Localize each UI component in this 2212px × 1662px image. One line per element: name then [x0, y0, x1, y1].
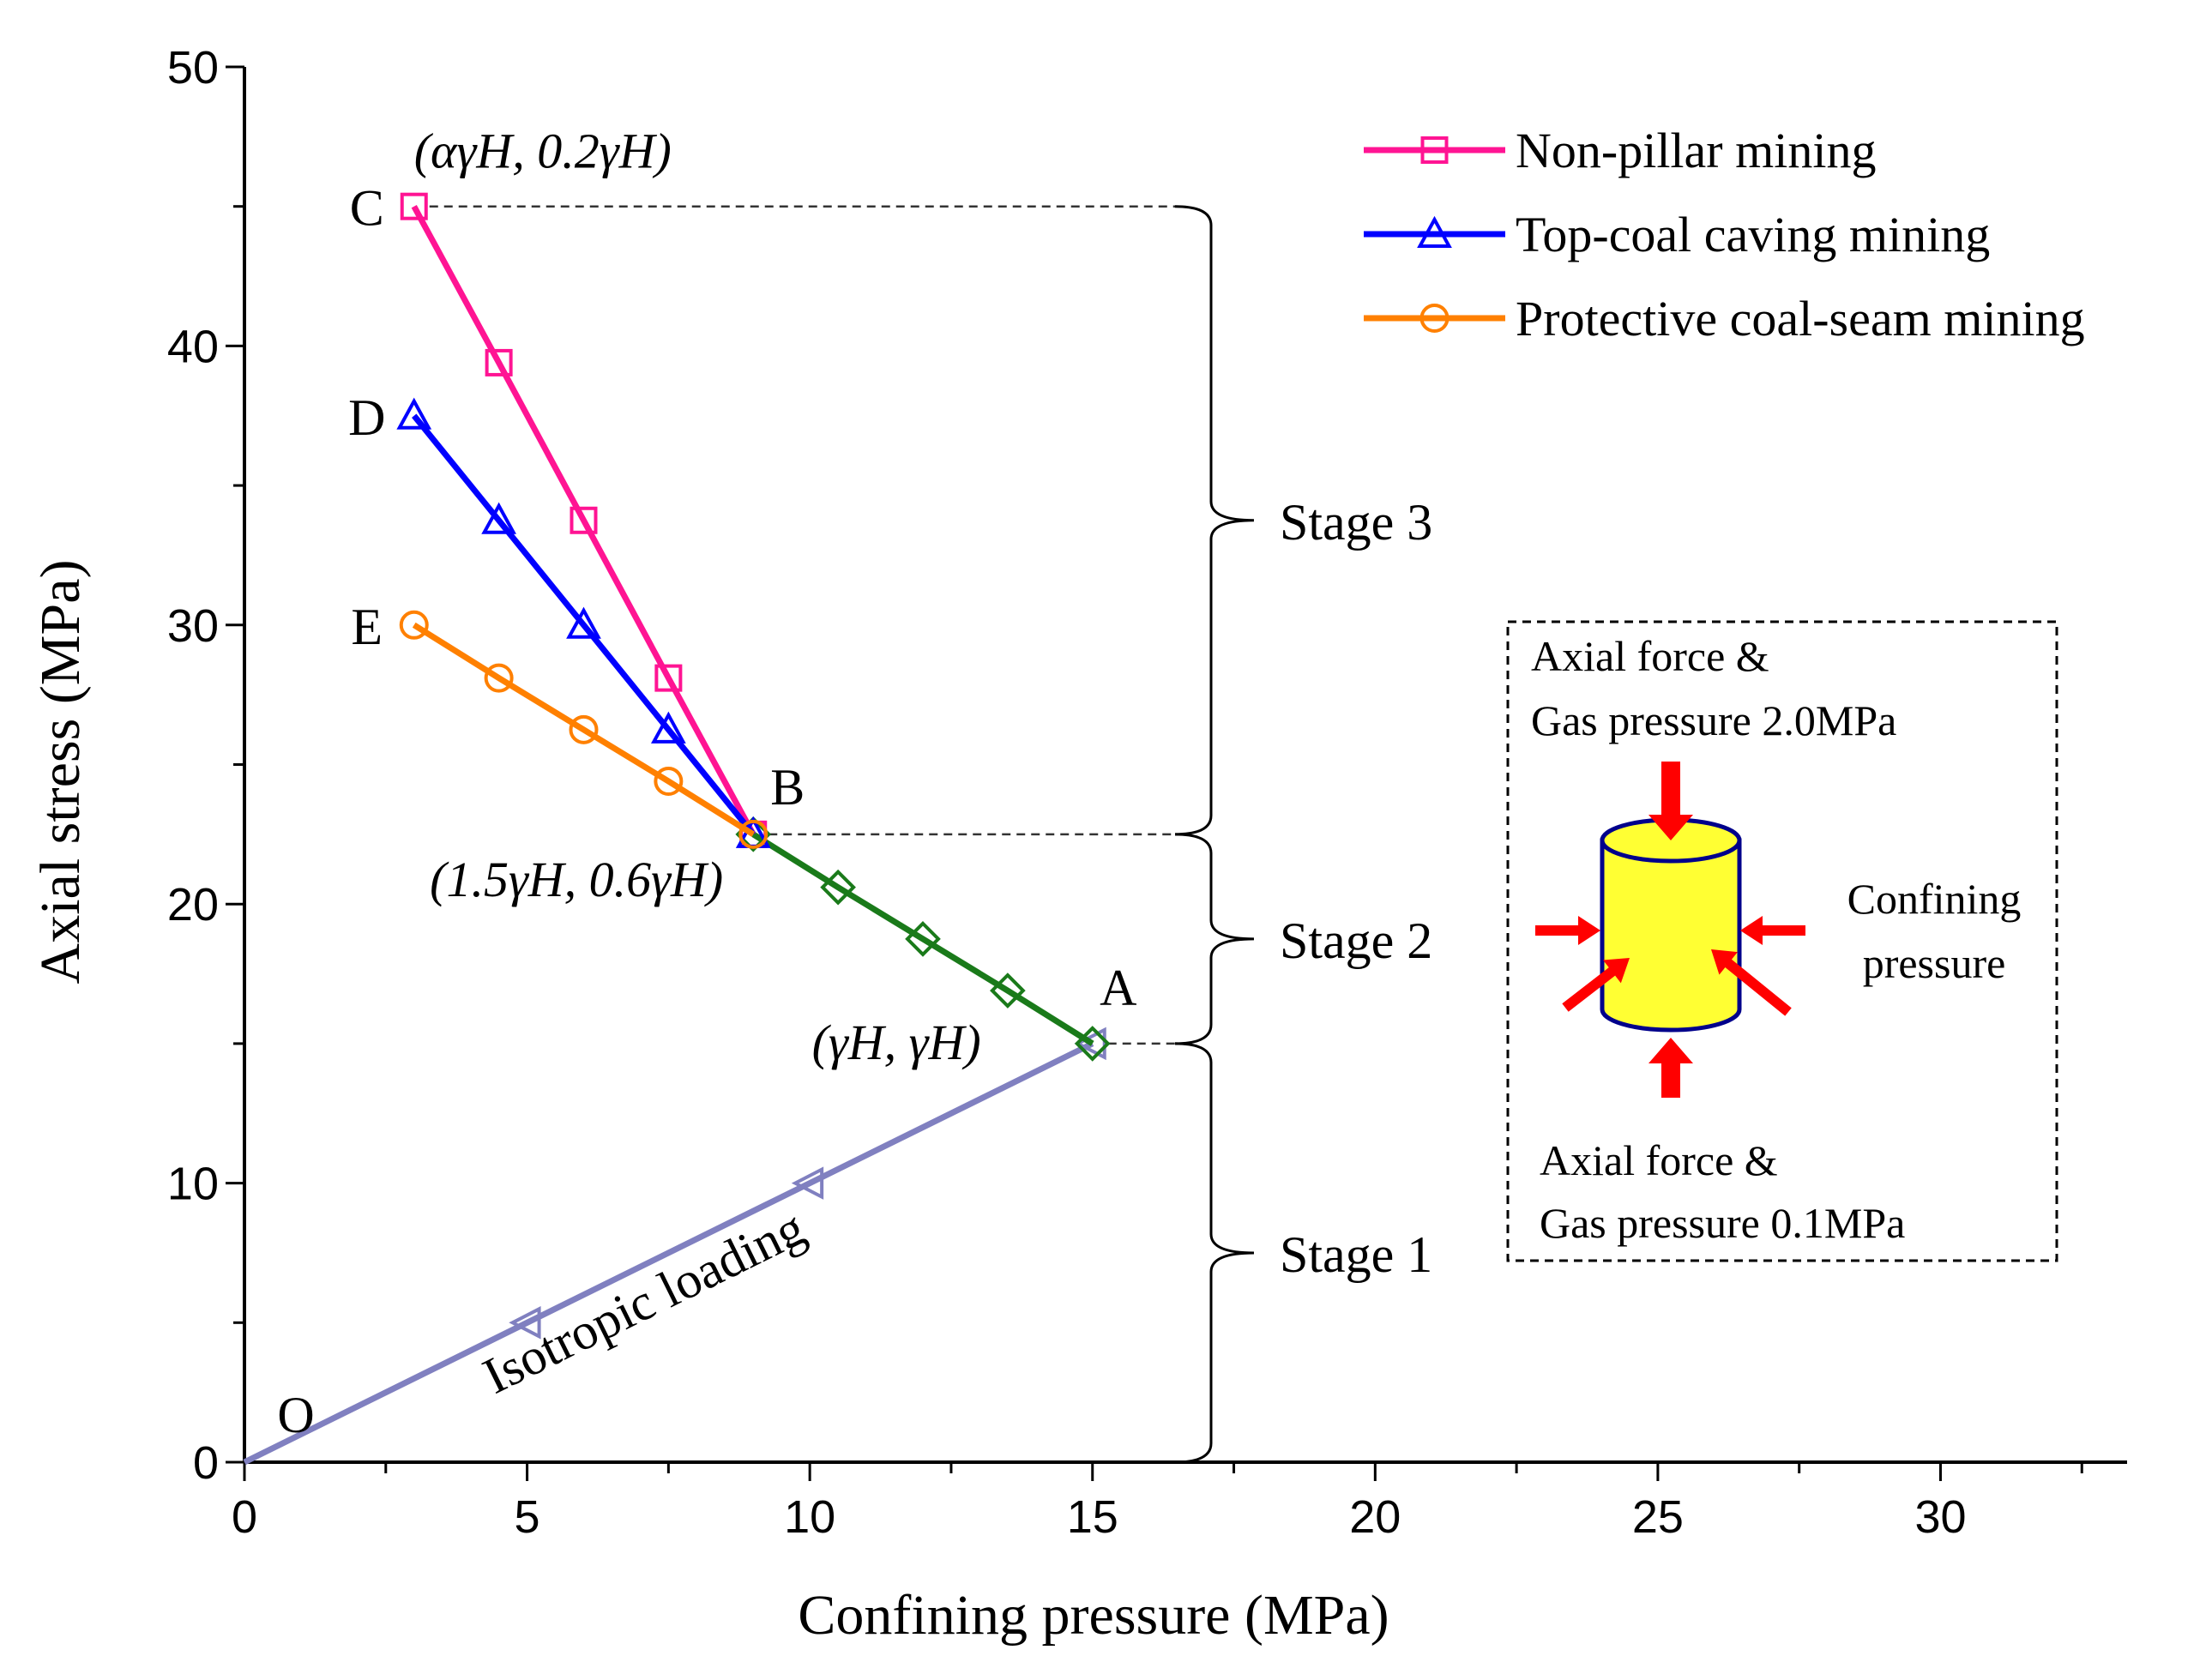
y-tick-label: 40 — [167, 321, 219, 372]
point-label-C: C — [350, 180, 384, 237]
y-tick-label: 20 — [167, 879, 219, 930]
force-arrow — [1711, 949, 1792, 1016]
data-point — [485, 348, 513, 376]
x-tick-label: 30 — [1914, 1491, 1966, 1543]
stage-bracket — [1174, 205, 1255, 836]
inset-side-label-line2: pressure — [1863, 939, 2006, 987]
series-protective-coal-seam-mining — [399, 610, 768, 849]
annotations: O A B C D E (γH, γH) (1.5γH, 0.6γH) (αγH, 0.2γH)… — [277, 123, 1136, 1443]
x-axis-label: Confining pressure (MPa) — [798, 1584, 1389, 1647]
point-label-A: A — [1100, 960, 1136, 1016]
force-arrow — [1648, 1038, 1693, 1098]
square-marker — [1420, 136, 1449, 164]
y-tick-label: 0 — [193, 1437, 219, 1489]
legend: Non-pillar mining Top-coal caving mining P… — [1364, 123, 2085, 346]
y-tick-label: 10 — [167, 1159, 219, 1210]
coordinate-label-C: (αγH, 0.2γH) — [414, 123, 672, 179]
data-point — [738, 819, 768, 849]
x-tick-label: 20 — [1349, 1491, 1401, 1543]
series-line — [411, 205, 756, 836]
data-point — [654, 767, 684, 797]
data-point — [484, 663, 514, 693]
inset-bottom-label-line1: Axial force & — [1540, 1136, 1778, 1184]
data-point — [399, 610, 429, 640]
stage-label-3: Stage 3 — [1280, 494, 1432, 551]
x-tick-label: 10 — [784, 1491, 835, 1543]
series-line — [243, 1040, 1094, 1466]
triangle-marker — [1417, 215, 1452, 248]
stage-brackets: Stage 3 Stage 2 Stage 1 — [429, 205, 1432, 1464]
loading-diagram-inset: Axial force & Gas pressure 2.0MPa Confin… — [1506, 620, 2058, 1262]
data-point — [1074, 1026, 1111, 1062]
series-layer — [243, 192, 1111, 1466]
data-point — [481, 502, 516, 534]
y-tick-label: 30 — [167, 600, 219, 652]
y-tick-label: 50 — [167, 42, 219, 93]
force-arrow — [1535, 916, 1600, 945]
x-tick-label: 15 — [1067, 1491, 1118, 1543]
data-point — [1074, 1027, 1106, 1061]
series-line — [412, 413, 756, 837]
force-arrow — [1648, 762, 1693, 840]
x-tick-label: 0 — [232, 1491, 257, 1543]
data-point — [566, 606, 601, 639]
legend-item: Top-coal caving mining — [1364, 207, 1990, 262]
point-label-D: D — [348, 389, 385, 446]
legend-label: Top-coal caving mining — [1516, 207, 1990, 262]
data-point — [396, 397, 432, 430]
data-point — [509, 1306, 541, 1340]
inset-top-label-line1: Axial force & — [1531, 632, 1769, 680]
coordinate-label-A: (γH, γH) — [812, 1015, 981, 1070]
inset-side-label-line1: Confining — [1847, 875, 2022, 923]
legend-item: Non-pillar mining — [1364, 123, 1876, 178]
data-point — [791, 1166, 824, 1200]
inset-top-label-line2: Gas pressure 2.0MPa — [1531, 696, 1896, 744]
series-isotropic-loading — [243, 1027, 1106, 1466]
coal-sample-cylinder — [1600, 817, 1742, 1033]
data-point — [569, 714, 599, 744]
isotropic-loading-label: Isotropic loading — [474, 1199, 813, 1405]
y-axis-label: Axial stress (MPa) — [29, 560, 92, 985]
series-line — [412, 622, 756, 837]
data-point — [570, 506, 598, 534]
data-point — [905, 921, 941, 957]
series-top-coal-caving-mining — [396, 397, 771, 848]
data-point — [650, 711, 686, 744]
force-arrows — [1535, 762, 1805, 1098]
legend-item: Protective coal-seam mining — [1364, 291, 2085, 346]
data-point — [990, 973, 1026, 1009]
legend-label: Non-pillar mining — [1516, 123, 1876, 178]
stage-label-2: Stage 2 — [1280, 912, 1432, 969]
stage-bracket — [1174, 1042, 1255, 1464]
point-label-O: O — [277, 1387, 314, 1443]
x-tick-label: 5 — [515, 1491, 540, 1543]
stage-bracket — [1174, 833, 1255, 1045]
series-non-pillar-mining — [400, 192, 768, 848]
data-point — [820, 869, 856, 906]
data-point — [400, 192, 428, 220]
x-tick-label: 25 — [1632, 1491, 1684, 1543]
point-label-E: E — [351, 599, 383, 655]
legend-label: Protective coal-seam mining — [1516, 291, 2085, 346]
coordinate-label-B: (1.5γH, 0.6γH) — [430, 852, 723, 907]
inset-bottom-label-line2: Gas pressure 0.1MPa — [1540, 1199, 1905, 1247]
circle-marker — [1419, 304, 1450, 333]
force-arrow — [1740, 916, 1805, 945]
cylinder-body — [1600, 838, 1742, 1033]
stage-label-1: Stage 1 — [1280, 1226, 1432, 1283]
inset-frame — [1506, 620, 2058, 1262]
data-point — [654, 664, 683, 692]
point-label-B: B — [770, 759, 805, 816]
series-line — [751, 831, 1094, 1046]
axes: 0 5 10 15 20 25 30 0 10 20 30 40 50 — [167, 42, 2127, 1543]
force-arrow — [1562, 958, 1630, 1012]
